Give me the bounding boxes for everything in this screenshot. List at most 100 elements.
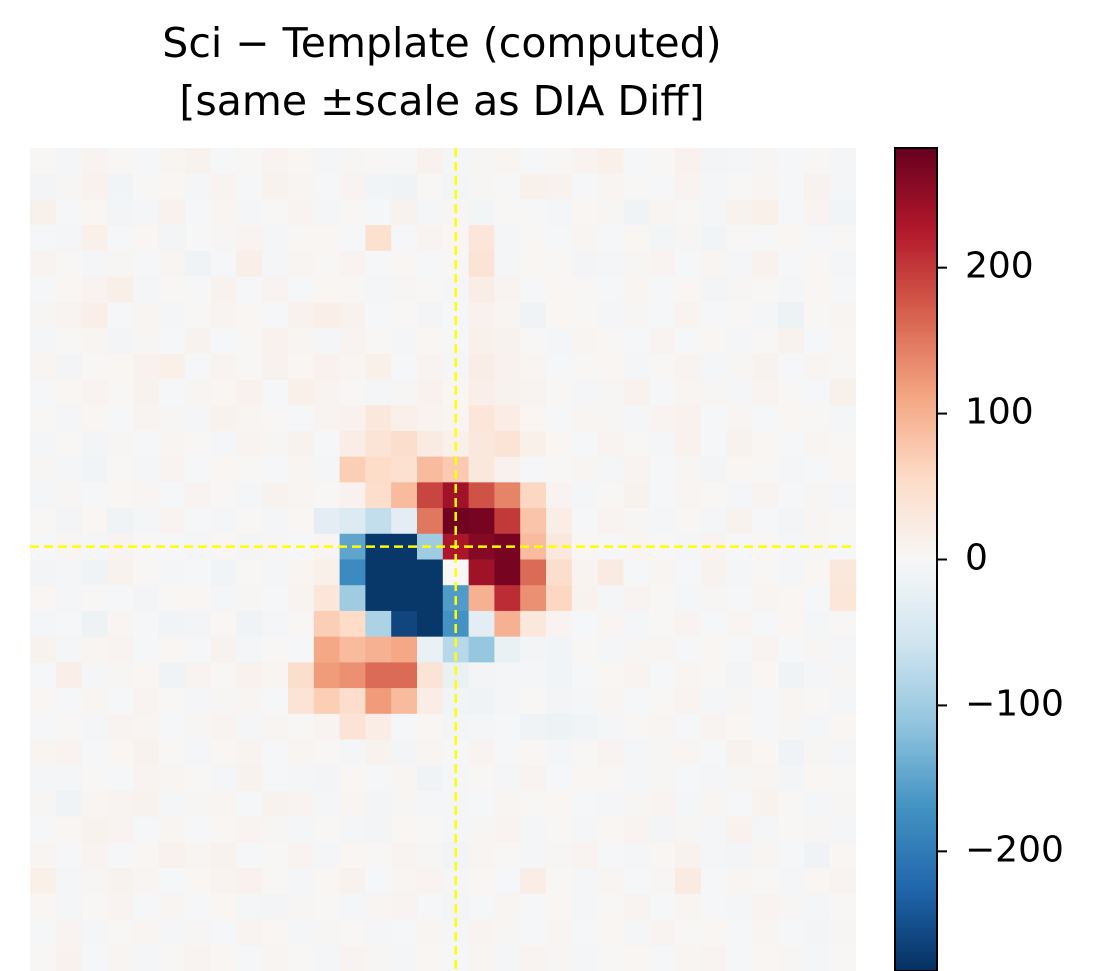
heatmap-cell bbox=[236, 919, 263, 946]
heatmap-cell bbox=[30, 379, 57, 406]
heatmap-cell bbox=[623, 868, 650, 895]
heatmap-cell bbox=[571, 585, 599, 612]
heatmap-cell bbox=[417, 276, 444, 303]
heatmap-cell bbox=[700, 842, 728, 869]
heatmap-cell bbox=[804, 662, 831, 689]
heatmap-cell bbox=[468, 868, 495, 895]
heatmap-cell bbox=[391, 893, 418, 921]
heatmap-cell bbox=[494, 353, 521, 380]
heatmap-cell bbox=[700, 816, 728, 843]
heatmap-cell bbox=[752, 713, 779, 741]
heatmap-cell bbox=[829, 765, 857, 792]
heatmap-cell bbox=[778, 199, 805, 226]
heatmap-cell bbox=[262, 893, 289, 921]
heatmap-cell bbox=[30, 250, 57, 278]
heatmap-cell bbox=[391, 508, 418, 535]
heatmap-cell bbox=[675, 945, 702, 971]
heatmap-cell bbox=[520, 405, 547, 432]
heatmap-cell bbox=[288, 816, 315, 843]
heatmap-cell bbox=[726, 636, 753, 663]
heatmap-cell bbox=[391, 816, 418, 843]
heatmap-cell bbox=[55, 328, 83, 355]
heatmap-cell bbox=[391, 636, 418, 663]
heatmap-cell bbox=[81, 353, 108, 380]
heatmap-cell bbox=[210, 482, 237, 509]
heatmap-cell bbox=[30, 585, 57, 612]
heatmap-cell bbox=[623, 559, 650, 586]
heatmap-cell bbox=[520, 250, 547, 278]
heatmap-cell bbox=[391, 276, 418, 303]
heatmap-cell bbox=[159, 945, 186, 971]
heatmap-cell bbox=[339, 353, 366, 380]
heatmap-cell bbox=[417, 559, 444, 586]
heatmap-cell bbox=[339, 842, 366, 869]
heatmap-cell bbox=[597, 456, 624, 483]
heatmap-cell bbox=[752, 456, 779, 483]
heatmap-cell bbox=[81, 945, 108, 971]
heatmap-cell bbox=[210, 379, 237, 406]
heatmap-cell bbox=[365, 790, 392, 818]
heatmap-cell bbox=[700, 276, 728, 303]
heatmap-cell bbox=[133, 353, 160, 380]
heatmap-cell bbox=[55, 842, 83, 869]
heatmap-cell bbox=[520, 173, 547, 200]
heatmap-cell bbox=[829, 868, 857, 895]
heatmap-cell bbox=[417, 739, 444, 766]
heatmap-cell bbox=[184, 765, 212, 792]
heatmap-cell bbox=[30, 868, 57, 895]
heatmap-cell bbox=[184, 816, 212, 843]
heatmap-cell bbox=[236, 148, 263, 175]
heatmap-cell bbox=[30, 842, 57, 869]
heatmap-cell bbox=[546, 482, 573, 509]
heatmap-cell bbox=[288, 148, 315, 175]
heatmap-cell bbox=[107, 816, 134, 843]
heatmap-cell bbox=[829, 199, 857, 226]
heatmap-cell bbox=[236, 610, 263, 638]
heatmap-cell bbox=[623, 765, 650, 792]
heatmap-cell bbox=[391, 456, 418, 483]
heatmap-cell bbox=[778, 842, 805, 869]
heatmap-cell bbox=[55, 868, 83, 895]
heatmap-cell bbox=[288, 662, 315, 689]
heatmap-cell bbox=[391, 559, 418, 586]
heatmap-cell bbox=[752, 868, 779, 895]
heatmap-cell bbox=[726, 405, 753, 432]
heatmap-cell bbox=[365, 456, 392, 483]
heatmap-cell bbox=[597, 199, 624, 226]
heatmap-cell bbox=[726, 302, 753, 329]
heatmap-cell bbox=[546, 842, 573, 869]
heatmap-cell bbox=[30, 148, 57, 175]
heatmap-cell bbox=[700, 585, 728, 612]
heatmap-cell bbox=[159, 199, 186, 226]
heatmap-cell bbox=[55, 148, 83, 175]
heatmap-cell bbox=[597, 713, 624, 741]
heatmap-cell bbox=[675, 790, 702, 818]
heatmap-cell bbox=[365, 739, 392, 766]
heatmap-cell bbox=[288, 199, 315, 226]
heatmap-cell bbox=[184, 636, 212, 663]
heatmap-cell bbox=[829, 842, 857, 869]
heatmap-cell bbox=[417, 790, 444, 818]
heatmap-cell bbox=[675, 893, 702, 921]
heatmap-cell bbox=[30, 662, 57, 689]
heatmap-cell bbox=[520, 559, 547, 586]
heatmap-cell bbox=[649, 662, 676, 689]
heatmap-cell bbox=[313, 585, 341, 612]
heatmap-cell bbox=[804, 945, 831, 971]
heatmap-cell bbox=[339, 868, 366, 895]
heatmap-cell bbox=[262, 790, 289, 818]
heatmap-cell bbox=[288, 868, 315, 895]
heatmap-cell bbox=[81, 868, 108, 895]
heatmap-cell bbox=[210, 328, 237, 355]
heatmap-cell bbox=[778, 790, 805, 818]
heatmap-cell bbox=[546, 276, 573, 303]
heatmap-cell bbox=[571, 430, 599, 458]
heatmap-cell bbox=[752, 636, 779, 663]
heatmap-cell bbox=[649, 225, 676, 252]
heatmap-cell bbox=[339, 328, 366, 355]
heatmap-cell bbox=[778, 353, 805, 380]
heatmap-cell bbox=[675, 919, 702, 946]
heatmap-cell bbox=[339, 893, 366, 921]
heatmap-cell bbox=[339, 456, 366, 483]
heatmap-cell bbox=[365, 225, 392, 252]
